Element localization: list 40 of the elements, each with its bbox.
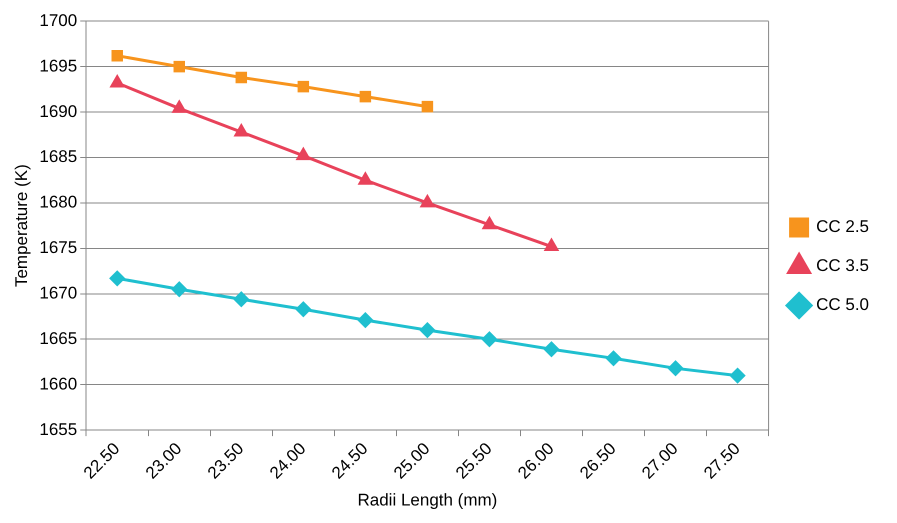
point <box>172 282 187 297</box>
point <box>234 292 249 307</box>
point <box>298 80 310 92</box>
legend-label: CC 2.5 <box>816 217 870 236</box>
point <box>668 360 684 376</box>
point <box>544 239 558 252</box>
point <box>111 50 123 62</box>
point <box>358 312 373 328</box>
point <box>358 172 372 185</box>
point <box>234 124 248 137</box>
point <box>296 148 310 160</box>
y-axis-title: Temperature (K) <box>12 164 31 288</box>
point <box>420 322 435 338</box>
point <box>110 75 124 88</box>
y-tick-label: 1670 <box>39 283 78 302</box>
point <box>172 100 186 113</box>
point <box>174 60 186 72</box>
point <box>420 195 434 208</box>
y-tick-label: 1700 <box>39 10 78 30</box>
y-tick-label: 1690 <box>39 102 78 121</box>
point <box>422 100 434 112</box>
y-tick-label: 1660 <box>39 374 78 394</box>
point <box>296 302 311 317</box>
y-tick-label: 1675 <box>39 238 78 258</box>
y-tick-label: 1680 <box>39 192 78 212</box>
point <box>730 368 746 384</box>
point <box>360 90 372 102</box>
y-tick-label: 1685 <box>39 147 78 166</box>
legend-label: CC 5.0 <box>816 295 870 314</box>
point <box>236 72 248 84</box>
legend-label: CC 3.5 <box>816 256 870 276</box>
x-axis-title: Radii Length (mm) <box>357 490 498 510</box>
point <box>482 332 497 347</box>
y-tick-label: 1695 <box>39 56 78 76</box>
point <box>482 217 496 230</box>
y-tick-label: 1665 <box>39 328 78 348</box>
point <box>110 270 125 286</box>
point <box>606 350 622 366</box>
point <box>544 342 559 357</box>
y-tick-label: 1655 <box>39 420 78 439</box>
